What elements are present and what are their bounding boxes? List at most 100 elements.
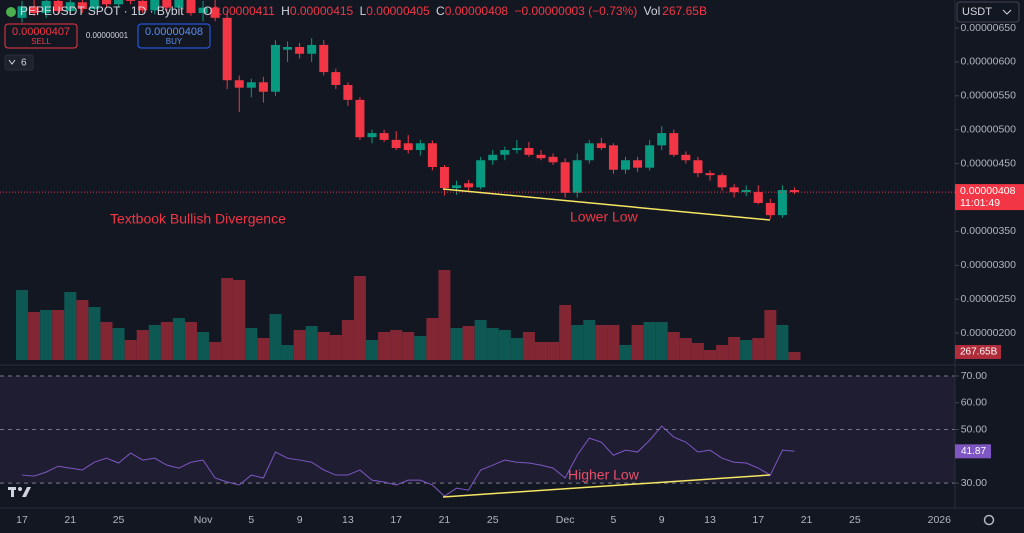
candle-body <box>765 202 775 216</box>
volume-bar <box>510 338 523 360</box>
candle-body <box>548 156 558 163</box>
settings-icon[interactable] <box>983 514 995 526</box>
annotation: Higher Low <box>568 467 640 483</box>
candle-body <box>789 190 799 193</box>
last-price-label: 0.00000408 <box>960 185 1016 197</box>
spread: 0.00000001 <box>86 31 129 40</box>
volume-bar <box>88 306 101 360</box>
currency: USDT <box>962 6 992 18</box>
volume-bar <box>184 322 197 360</box>
y-tick-label: 50.00 <box>961 423 987 435</box>
volume-bar <box>559 304 572 360</box>
rsi-pane <box>0 375 955 484</box>
candle-body <box>198 7 208 14</box>
volume-bar <box>595 324 608 360</box>
candle-body <box>621 160 630 170</box>
indicators-toggle[interactable] <box>4 54 34 71</box>
volume-bar <box>643 322 656 360</box>
candle-body <box>101 0 111 5</box>
candle-body <box>41 0 51 14</box>
chevron <box>8 59 16 65</box>
volume-bar <box>390 330 403 360</box>
volume-bar <box>607 324 620 360</box>
x-tick-label: 13 <box>704 514 716 526</box>
trendline-rsi[interactable] <box>442 474 771 498</box>
volume-bar <box>16 290 28 360</box>
candle-body <box>234 80 244 88</box>
volume-bar <box>571 324 584 360</box>
volume-bar <box>498 330 511 360</box>
volume: 267.65B <box>662 4 707 18</box>
x-tick-label: 25 <box>113 514 125 526</box>
candle-body <box>53 0 63 12</box>
candle-body <box>476 160 486 188</box>
candle-body <box>753 192 763 203</box>
candle-body <box>729 187 739 193</box>
x-tick-label: 17 <box>16 514 28 526</box>
trendline-price[interactable] <box>442 188 771 221</box>
candle-body <box>283 46 293 50</box>
candle-body <box>114 0 124 5</box>
x-tick-label: 21 <box>801 514 813 526</box>
volume-bar <box>76 300 89 360</box>
volume-bar <box>426 318 439 360</box>
candle-body <box>693 160 703 174</box>
candle-body <box>717 175 727 188</box>
volume-bar <box>269 314 282 360</box>
candle-body <box>488 154 498 161</box>
volume-label: 267.65B <box>960 347 998 358</box>
candle-body <box>379 133 389 140</box>
candle-body <box>355 99 365 138</box>
volume-layer <box>16 270 801 360</box>
volume-bar <box>148 324 161 360</box>
sell-label: SELL <box>31 37 51 46</box>
volume-bar <box>438 270 451 360</box>
y-tick-label: 70.00 <box>961 370 987 382</box>
candle-body <box>596 143 606 149</box>
x-tick-label: 9 <box>659 514 665 526</box>
countdown: 11:01:49 <box>960 197 1000 209</box>
high: 0.00000415 <box>290 4 354 18</box>
annotation: Lower Low <box>570 209 639 225</box>
y-tick-label: 0.00000650 <box>961 22 1017 34</box>
volume-bar <box>703 350 716 360</box>
last-price-box <box>955 184 1024 211</box>
axes: 17 21 25 Nov 5 9 13 17 21 25 Dec 5 9 13 17 21 25 2026 0.00… <box>16 22 1024 526</box>
volume-bar <box>209 342 222 360</box>
candle-body <box>584 143 594 161</box>
rsi-label: 41.87 <box>961 446 986 457</box>
indicator-count: 6 <box>21 58 27 69</box>
logo <box>8 487 31 497</box>
x-tick-label: 25 <box>849 514 861 526</box>
volume-bar <box>233 280 246 360</box>
currency-select[interactable] <box>956 1 1020 23</box>
sell-button[interactable] <box>4 23 78 49</box>
buy-button[interactable] <box>137 23 211 49</box>
volume-bar <box>197 332 210 360</box>
volume-bar <box>402 332 415 360</box>
symbol: PEPEUSDT SPOT · 1D · Bybit <box>20 4 184 18</box>
low: 0.00000405 <box>366 4 430 18</box>
c-label: C <box>436 4 445 18</box>
candle-body <box>500 150 510 155</box>
volume-bar <box>221 278 234 360</box>
volume-bar <box>40 310 53 360</box>
candle-body <box>403 143 413 151</box>
volume-bar <box>160 322 173 360</box>
y-tick-label: 0.00000250 <box>961 293 1017 305</box>
x-tick-label: 21 <box>64 514 76 526</box>
sell-price: 0.00000407 <box>12 26 70 38</box>
candle-body <box>186 0 196 14</box>
candle-body <box>210 7 220 18</box>
volume-bar <box>124 340 137 360</box>
volume-bar <box>691 342 704 360</box>
buy-price: 0.00000408 <box>145 26 203 38</box>
candle-body <box>439 167 449 189</box>
volume-bar <box>462 326 475 360</box>
annotation: Textbook Bullish Divergence <box>110 211 286 227</box>
close: 0.00000408 <box>445 4 509 18</box>
volume-bar <box>655 322 668 360</box>
candle-body <box>741 190 751 193</box>
volume-bar <box>317 332 330 360</box>
volume-bar <box>329 334 342 360</box>
